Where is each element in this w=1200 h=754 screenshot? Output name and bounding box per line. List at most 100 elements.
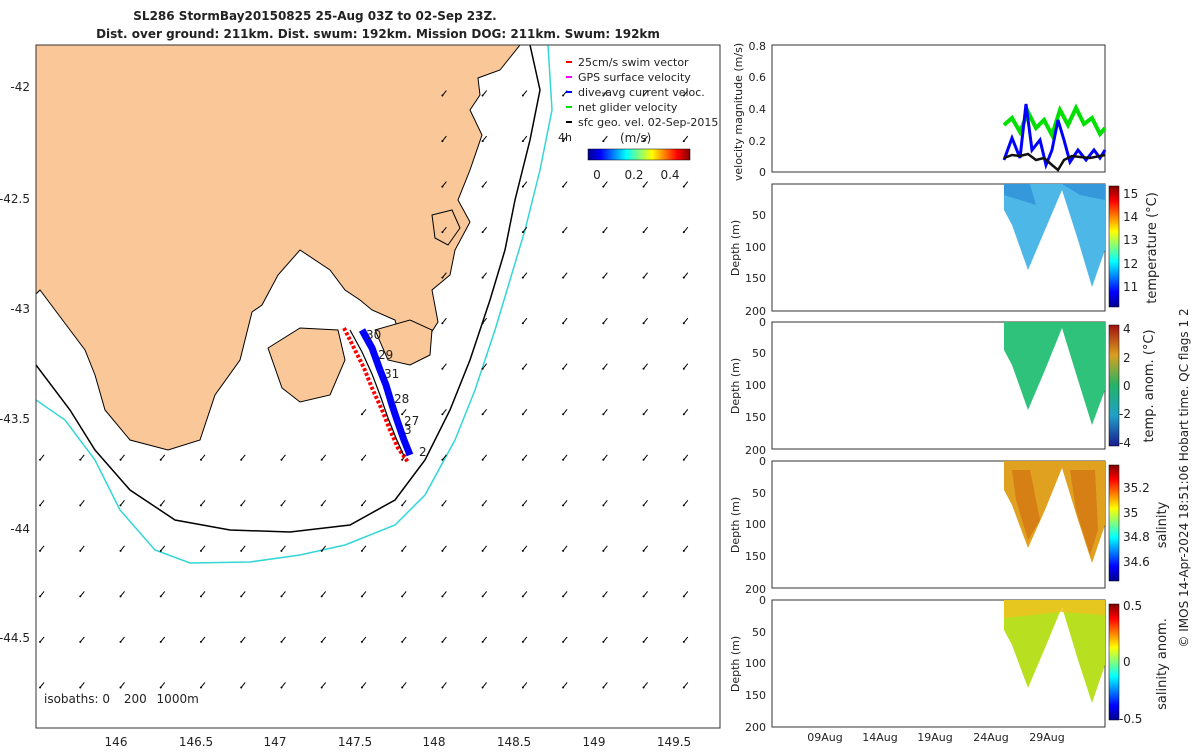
map-x-tick: 148 [423, 735, 446, 749]
isobath-200 [36, 45, 541, 533]
velocity-arrow-head [441, 549, 444, 552]
map-plot: 30 29 31 28 27 3 2 25cm/s swim vector GP… [0, 44, 721, 749]
velocity-arrow [602, 272, 608, 278]
velocity-arrow-head [642, 367, 645, 370]
velocity-arrow-head [159, 640, 162, 643]
depth-tick: 50 [752, 626, 766, 639]
velocity-arrow-head [401, 413, 404, 416]
depth-ylabel: Depth (m) [729, 358, 742, 414]
legend-swatch-dive [566, 91, 572, 93]
velocity-arrow [482, 591, 488, 597]
sal-cbar-tick: 34.8 [1123, 530, 1150, 544]
velocity-arrow-head [602, 185, 605, 188]
velocity-arrow [683, 135, 689, 142]
velocity-arrow [39, 591, 45, 597]
velocity-arrow-head [562, 276, 565, 279]
velocity-arrow [643, 272, 648, 278]
velocity-arrow [522, 545, 528, 552]
velocity-arrow [442, 226, 447, 233]
velocity-arrow-head [159, 686, 162, 689]
velocity-arrow [522, 135, 528, 142]
velocity-arrow [562, 636, 568, 643]
velocity-arrow [482, 135, 488, 142]
velocity-arrow-head [602, 94, 605, 97]
velocity-arrow [321, 454, 327, 461]
velocity-arrow-head [441, 140, 444, 143]
velocity-arrow-head [199, 640, 202, 643]
velocity-arrow-head [562, 595, 565, 598]
velocity-arrow [39, 454, 45, 461]
map-x-tick: 146 [105, 735, 128, 749]
depth-tick: 200 [745, 305, 766, 318]
velocity-arrow-head [521, 140, 524, 143]
velocity-arrow-head [602, 686, 605, 689]
glider-track [342, 327, 414, 464]
map-x-tick: 146.5 [179, 735, 213, 749]
velocity-arrow [643, 181, 648, 187]
sal-anom-section [1004, 600, 1105, 703]
salinity-cbar-label: salinity [1155, 501, 1170, 548]
velocity-arrow [562, 272, 568, 278]
velocity-arrow [200, 591, 206, 597]
depth-tick: 0 [759, 316, 766, 329]
velocity-arrow-head [521, 367, 524, 370]
velocity-arrow-head [360, 413, 363, 416]
velocity-arrow-head [642, 504, 645, 507]
velocity-arrow-head [521, 94, 524, 97]
velocity-arrow-head [682, 185, 685, 188]
velocity-y-tick: 0 [759, 166, 766, 179]
velocity-panel: 0 0.2 0.4 0.6 0.8 velocity magnitude (m/… [732, 40, 1107, 181]
track-black-net [349, 329, 405, 457]
colorbar-tick: 0.2 [624, 168, 643, 182]
velocity-arrow [482, 636, 488, 643]
map-y-tick: -43.5 [0, 412, 30, 426]
velocity-ylabel: velocity magnitude (m/s) [732, 43, 745, 181]
velocity-arrow-head [401, 549, 404, 552]
velocity-arrow-head [79, 458, 82, 461]
temp-anom-section [1004, 322, 1105, 425]
velocity-arrow [643, 500, 648, 506]
velocity-series-sfc [1003, 152, 1106, 172]
depth-ylabel: Depth (m) [729, 220, 742, 276]
temperature-section-shade [1004, 184, 1105, 205]
map-x-tick: 149.5 [657, 735, 691, 749]
velocity-arrow [361, 636, 367, 643]
velocity-arrow-head [240, 640, 243, 643]
velocity-arrow-head [360, 686, 363, 689]
velocity-arrow [79, 591, 85, 597]
velocity-arrow [522, 317, 528, 324]
tanom-cbar-tick: 2 [1123, 351, 1131, 365]
track-blue-dive-avg [358, 328, 414, 457]
velocity-arrow-head [481, 640, 484, 643]
velocity-arrow [522, 454, 528, 461]
velocity-arrow [442, 90, 447, 96]
velocity-arrow-head [240, 686, 243, 689]
velocity-arrow [643, 591, 648, 597]
velocity-arrow-head [602, 322, 605, 325]
velocity-arrow-head [562, 640, 565, 643]
velocity-arrow-head [280, 504, 283, 507]
velocity-arrow-head [562, 94, 565, 97]
velocity-arrow [442, 181, 447, 187]
velocity-arrow-head [481, 686, 484, 689]
track-label: 30 [366, 328, 381, 342]
velocity-arrow-head [602, 367, 605, 370]
time-axis: 09Aug 14Aug 19Aug 24Aug 29Aug [807, 731, 1064, 744]
velocity-arrow [442, 454, 447, 461]
velocity-y-tick: 0.4 [749, 103, 767, 116]
velocity-arrow [482, 454, 488, 461]
legend-swatch-swim [566, 61, 572, 63]
velocity-arrow [281, 500, 286, 506]
velocity-arrow-head [39, 458, 42, 461]
depth-tick: 50 [752, 347, 766, 360]
sal-cbar-tick: 34.6 [1123, 555, 1150, 569]
velocity-arrow-head [119, 458, 122, 461]
velocity-arrow [39, 545, 45, 552]
legend-gps-label: GPS surface velocity [578, 71, 691, 84]
velocity-arrow [442, 545, 447, 552]
velocity-arrow [160, 545, 166, 552]
velocity-arrow [120, 682, 125, 688]
sal-cbar-tick: 35.2 [1123, 481, 1150, 495]
velocity-arrow [602, 545, 608, 552]
velocity-arrow-head [199, 686, 202, 689]
